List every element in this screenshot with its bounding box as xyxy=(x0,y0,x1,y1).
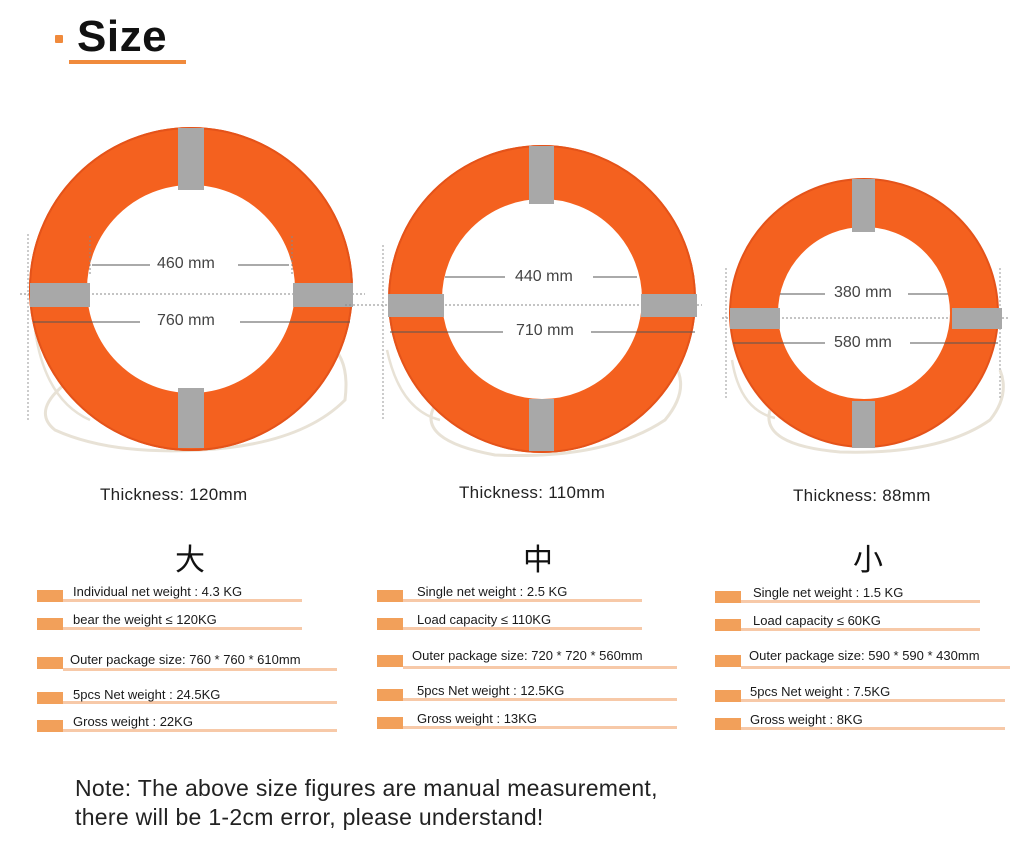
spec-underline xyxy=(741,628,980,631)
spec-row: Outer package size: 590 * 590 * 430mm xyxy=(715,647,1010,673)
spec-text: 5pcs Net weight : 24.5KG xyxy=(73,687,221,702)
size-column-large: 460 mm 760 mm Thickness: 120mm 大 Individ… xyxy=(0,0,365,760)
size-char: 小 xyxy=(853,543,883,578)
spec-text: Single net weight : 1.5 KG xyxy=(753,585,904,600)
spec-row: Gross weight : 13KG xyxy=(377,709,677,735)
thickness-text: Thickness: 88mm xyxy=(793,486,931,506)
spec-row: Load capacity ≤ 60KG xyxy=(715,611,980,637)
spec-marker xyxy=(37,590,63,602)
spec-text: Individual net weight : 4.3 KG xyxy=(73,584,243,599)
page-title: Size xyxy=(77,12,168,61)
outer-diameter-label: 710 mm xyxy=(516,322,574,339)
size-column-medium: 440 mm 710 mm Thickness: 110mm 中 Single … xyxy=(345,0,702,760)
note-line-2: there will be 1-2cm error, please unders… xyxy=(75,804,544,830)
inner-diameter-label: 440 mm xyxy=(515,268,573,285)
spec-marker xyxy=(715,690,741,702)
inner-diameter-label: 380 mm xyxy=(834,284,892,301)
spec-text: Outer package size: 720 * 720 * 560mm xyxy=(412,648,643,663)
thickness-text: Thickness: 120mm xyxy=(100,485,247,505)
spec-row: Load capacity ≤ 110KG xyxy=(377,610,642,636)
spec-text: Gross weight : 22KG xyxy=(73,714,193,729)
spec-marker xyxy=(37,657,63,669)
spec-row: 5pcs Net weight : 7.5KG xyxy=(715,682,1005,708)
spec-underline xyxy=(741,727,1005,730)
spec-marker xyxy=(715,655,741,667)
spec-row: 5pcs Net weight : 12.5KG xyxy=(377,681,677,707)
thickness-label: Thickness: xyxy=(793,486,878,505)
spec-text: Gross weight : 8KG xyxy=(750,712,863,727)
spec-underline xyxy=(63,701,337,704)
spec-underline xyxy=(63,729,337,732)
life-ring-medium xyxy=(345,145,702,458)
spec-text: Outer package size: 760 * 760 * 610mm xyxy=(70,652,301,667)
spec-text: bear the weight ≤ 120KG xyxy=(73,612,217,627)
outer-diameter-label: 760 mm xyxy=(157,312,215,329)
spec-row: Gross weight : 22KG xyxy=(37,712,337,738)
spec-marker xyxy=(715,591,741,603)
spec-underline xyxy=(403,627,642,630)
note-line-1: Note: The above size figures are manual … xyxy=(75,775,658,801)
thickness-value: 120mm xyxy=(189,485,248,504)
spec-underline xyxy=(741,600,980,603)
spec-row: Single net weight : 1.5 KG xyxy=(715,583,980,609)
life-ring-large xyxy=(20,127,365,453)
spec-row: Individual net weight : 4.3 KG xyxy=(37,582,302,608)
thickness-text: Thickness: 110mm xyxy=(459,483,605,503)
title-underline xyxy=(69,60,186,64)
outer-diameter-label: 580 mm xyxy=(834,334,892,351)
spec-underline xyxy=(403,698,677,701)
spec-text: Load capacity ≤ 110KG xyxy=(417,612,552,627)
thickness-value: 88mm xyxy=(882,486,931,505)
size-char: 大 xyxy=(175,543,205,578)
spec-text: Outer package size: 590 * 590 * 430mm xyxy=(749,648,980,663)
spec-marker xyxy=(377,717,403,729)
spec-underline xyxy=(741,699,1005,702)
size-char: 中 xyxy=(523,543,553,578)
thickness-value: 110mm xyxy=(548,483,606,502)
spec-marker xyxy=(715,718,741,730)
spec-marker xyxy=(37,692,63,704)
title-bullet xyxy=(55,35,63,43)
spec-text: 5pcs Net weight : 12.5KG xyxy=(417,683,565,698)
spec-underline xyxy=(741,666,1010,669)
spec-marker xyxy=(377,590,403,602)
spec-marker xyxy=(377,689,403,701)
spec-marker xyxy=(377,618,403,630)
spec-row: bear the weight ≤ 120KG xyxy=(37,610,302,636)
size-column-small: 380 mm 580 mm Thickness: 88mm 小 Single n… xyxy=(690,0,1035,760)
spec-row: Gross weight : 8KG xyxy=(715,710,1005,736)
spec-underline xyxy=(403,666,677,669)
spec-text: Load capacity ≤ 60KG xyxy=(753,613,881,628)
inner-diameter-label: 460 mm xyxy=(157,255,215,272)
spec-underline xyxy=(403,599,642,602)
spec-row: Single net weight : 2.5 KG xyxy=(377,582,642,608)
spec-row: Outer package size: 760 * 760 * 610mm xyxy=(37,649,337,675)
life-ring-small xyxy=(722,178,1010,454)
spec-underline xyxy=(403,726,677,729)
spec-underline xyxy=(63,627,302,630)
spec-row: Outer package size: 720 * 720 * 560mm xyxy=(377,647,677,673)
spec-text: Single net weight : 2.5 KG xyxy=(417,584,568,599)
spec-text: 5pcs Net weight : 7.5KG xyxy=(750,684,891,699)
spec-marker xyxy=(377,655,403,667)
thickness-label: Thickness: xyxy=(100,485,185,504)
spec-underline xyxy=(63,599,302,602)
thickness-label: Thickness: xyxy=(459,483,544,502)
spec-text: Gross weight : 13KG xyxy=(417,711,537,726)
spec-marker xyxy=(715,619,741,631)
spec-underline xyxy=(63,668,337,671)
section-title: Size xyxy=(55,8,187,68)
spec-row: 5pcs Net weight : 24.5KG xyxy=(37,684,337,710)
measurement-note: Note: The above size figures are manual … xyxy=(75,774,658,832)
spec-marker xyxy=(37,618,63,630)
spec-marker xyxy=(37,720,63,732)
